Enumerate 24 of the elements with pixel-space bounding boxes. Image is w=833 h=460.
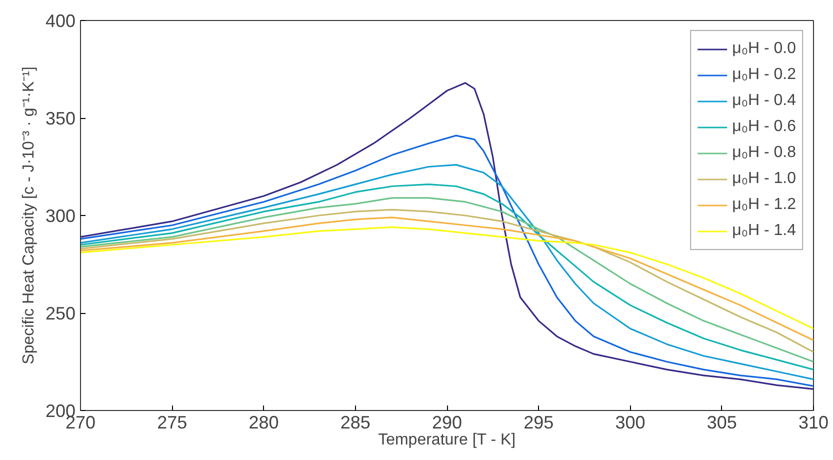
line-series (80, 226, 814, 330)
legend-label: μ₀H - 1.2 (732, 195, 796, 215)
y-tick-label: 350 (45, 108, 76, 128)
y-tick-label: 400 (45, 11, 76, 31)
x-tick-label: 300 (615, 412, 646, 432)
legend-label: μ₀H - 0.2 (732, 65, 796, 85)
legend-label: μ₀H - 0.4 (732, 91, 796, 111)
legend-label: μ₀H - 1.4 (732, 221, 796, 241)
y-axis-title: Specific Heat Capacity [c - J·10⁻³ · g⁻¹·K⁻¹] (20, 66, 38, 364)
x-tick-label: 295 (524, 412, 554, 432)
x-tick-label: 305 (706, 412, 737, 432)
x-tick-label: 280 (248, 412, 279, 432)
legend-label: μ₀H - 1.0 (732, 169, 796, 189)
x-tick-label: 290 (432, 412, 462, 432)
legend-label: μ₀H - 0.0 (732, 39, 796, 59)
legend-label: μ₀H - 0.6 (732, 117, 796, 137)
x-axis-title: Temperature [T - K] (378, 432, 516, 448)
x-tick-label: 310 (798, 412, 829, 432)
legend-label: μ₀H - 0.8 (732, 143, 796, 163)
x-tick-label: 285 (340, 412, 370, 432)
x-tick-label: 275 (157, 412, 188, 432)
y-tick-label: 250 (45, 304, 76, 324)
line-series (80, 82, 814, 390)
y-tick-label: 300 (45, 206, 76, 226)
